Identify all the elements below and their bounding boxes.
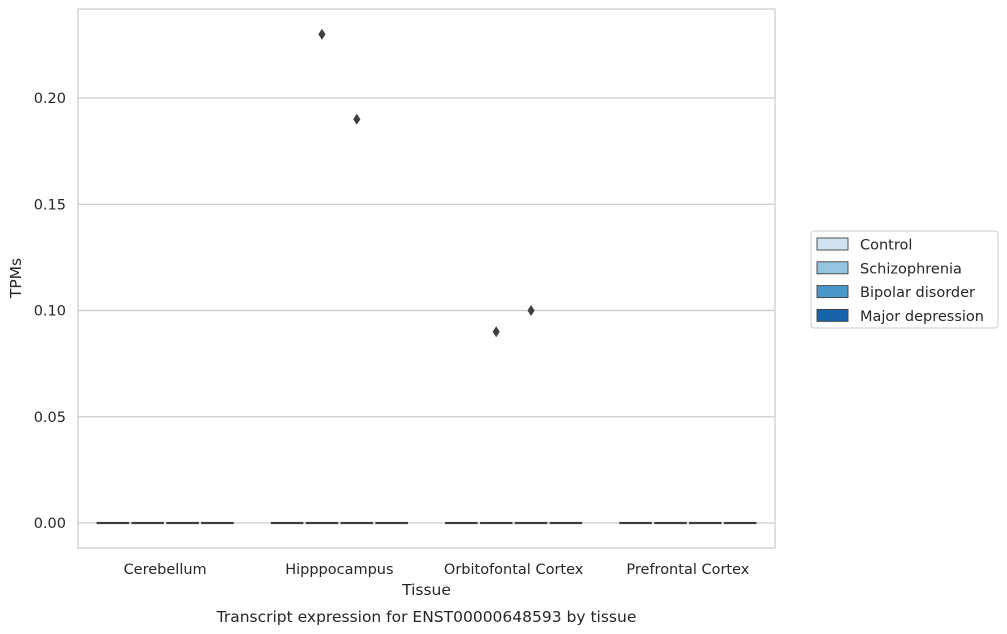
y-tick-label-2: 0.10: [34, 304, 66, 320]
chart-caption: Transcript expression for ENST0000064859…: [216, 608, 637, 626]
plot-area: [77, 8, 776, 549]
y-axis-ticks: 0.00 0.05 0.10 0.15 0.20: [34, 91, 66, 532]
legend-label-3: Major depression: [860, 309, 984, 325]
outlier-1-2-0: [353, 113, 361, 125]
outlier-2-2-0: [527, 305, 535, 316]
y-tick-label-3: 0.15: [34, 197, 66, 213]
outlier-1-1-0: [318, 28, 326, 40]
legend-label-1: Schizophrenia: [860, 261, 962, 277]
legend-swatch-1: [816, 261, 849, 275]
legend-swatch-3: [816, 308, 849, 322]
y-tick-label-0: 0.00: [34, 516, 66, 532]
outlier-2-1-0: [492, 326, 500, 338]
y-tick-label-4: 0.20: [34, 91, 66, 107]
legend: Control Schizophrenia Bipolar disorder Majo…: [810, 230, 999, 329]
outliers: [318, 28, 535, 338]
x-axis-title: Tissue: [401, 581, 451, 599]
boxes: [96, 521, 757, 525]
legend-frame: [810, 230, 999, 329]
y-tick-label-1: 0.05: [34, 410, 66, 426]
x-tick-label-3: Prefrontal Cortex: [626, 562, 749, 578]
legend-label-0: Control: [860, 238, 912, 254]
legend-label-2: Bipolar disorder: [860, 285, 975, 301]
x-axis-ticks: Cerebellum Hipppocampus Orbitofontal Corte…: [124, 562, 750, 578]
legend-swatch-0: [816, 237, 849, 251]
x-tick-label-1: Hipppocampus: [285, 562, 393, 578]
legend-swatch-2: [816, 285, 849, 299]
x-tick-label-2: Orbitofontal Cortex: [444, 562, 584, 578]
x-tick-label-0: Cerebellum: [124, 562, 207, 578]
y-axis-title: TPMs: [7, 258, 25, 299]
